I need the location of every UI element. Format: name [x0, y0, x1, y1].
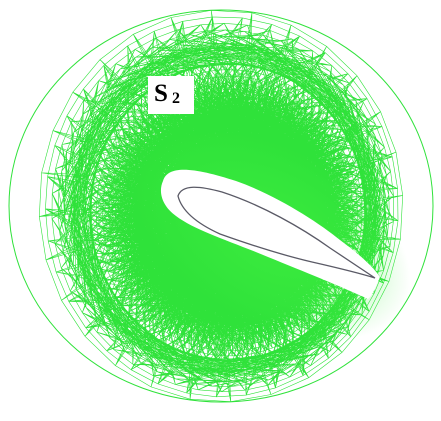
domain-label: S 2 [148, 76, 194, 114]
mesh-outer-boundary [8, 9, 434, 403]
airfoil-outline [177, 186, 376, 279]
domain-label-subscript: 2 [172, 90, 180, 107]
airfoil-cavity [160, 169, 380, 299]
domain-label-letter: S [154, 80, 168, 107]
